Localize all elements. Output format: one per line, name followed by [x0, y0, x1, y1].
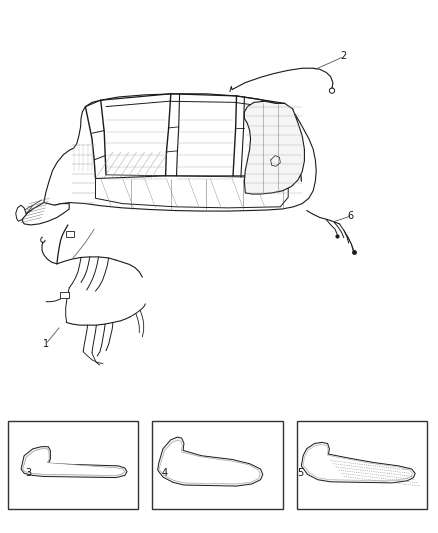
Polygon shape [22, 203, 69, 225]
Polygon shape [44, 94, 316, 211]
Polygon shape [158, 437, 263, 486]
Polygon shape [303, 445, 413, 481]
Bar [66, 231, 74, 237]
Bar [8, 421, 138, 509]
Text: 1: 1 [43, 339, 49, 349]
Text: 5: 5 [297, 468, 303, 478]
Polygon shape [301, 442, 415, 483]
Polygon shape [23, 449, 124, 475]
Bar [60, 292, 69, 298]
Text: 6: 6 [347, 211, 353, 221]
Polygon shape [244, 101, 304, 194]
Polygon shape [21, 447, 127, 478]
Text: 3: 3 [25, 468, 32, 478]
Bar [297, 421, 427, 509]
Polygon shape [16, 205, 26, 221]
Bar [152, 421, 283, 509]
Text: 2: 2 [341, 51, 347, 61]
Polygon shape [159, 440, 260, 484]
Text: 4: 4 [161, 468, 167, 478]
